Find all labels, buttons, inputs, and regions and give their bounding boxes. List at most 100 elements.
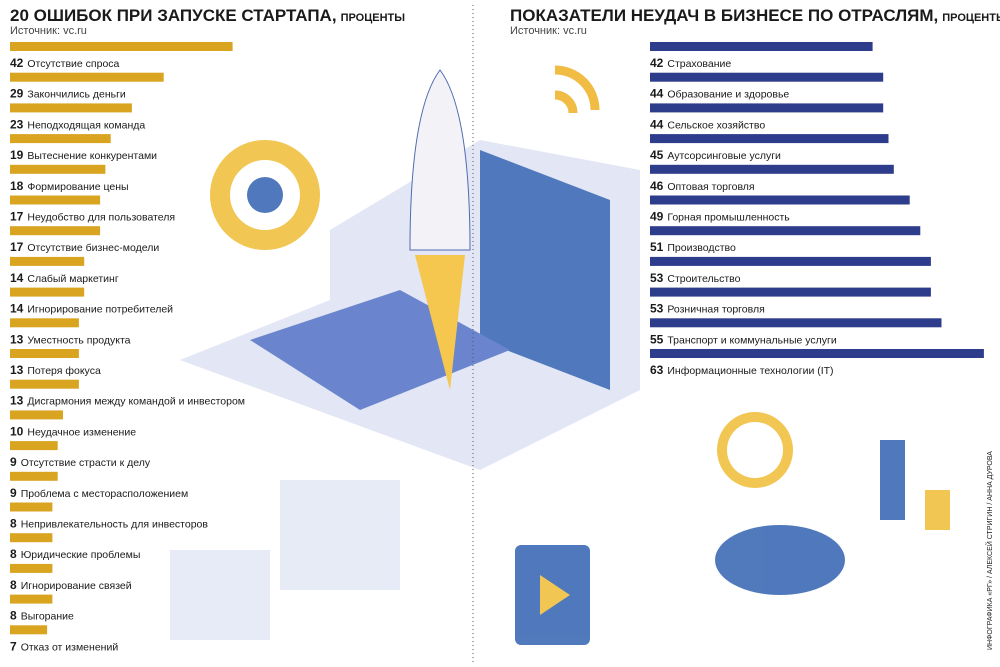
bar [650,164,894,174]
category-label: Отсутствие страсти к делу [21,457,151,469]
play-icon [540,575,570,615]
bar [10,410,63,420]
bar [10,256,85,266]
bar-label: 10 Неудачное изменение [10,424,136,438]
value-label: 7 [10,639,17,653]
stopwatch-face [727,422,783,478]
value-label: 19 [10,148,24,162]
bar [650,349,984,358]
bar-label: 19 Вытеснение конкурентами [10,148,157,162]
value-label: 14 [10,302,24,316]
bar-label: 8 Выгорание [10,609,74,623]
category-label: Горная промышленность [667,212,790,224]
category-label: Формирование цены [27,181,128,193]
wifi-icon [554,65,600,111]
category-label: Проблема с месторасположением [21,488,189,500]
category-label: Юридические проблемы [21,549,141,561]
bar-label: 44 Образование и здоровье [650,87,789,101]
bar [650,134,889,144]
value-label: 42 [10,56,24,70]
value-label: 53 [650,302,664,316]
bar-label: 8 Юридические проблемы [10,547,140,561]
bar-label: 46 Оптовая торговля [650,179,755,193]
credit: ИНФОГРАФИКА «РГ» / АЛЕКСЕЙ СТРИГИН / АНН… [985,451,994,650]
wifi-icon [554,90,578,114]
value-label: 45 [650,148,664,162]
bar [10,563,53,573]
value-label: 8 [10,547,17,561]
value-label: 14 [10,271,24,285]
category-label: Строительство [667,273,740,285]
category-label: Игнорирование связей [21,580,132,592]
rocket [409,69,471,251]
category-label: Оптовая торговля [667,181,754,193]
category-label: Образование и здоровье [667,89,789,101]
value-label: 9 [10,486,17,500]
bar-illustration [925,490,950,530]
bar [650,103,884,113]
category-label: Закончились деньги [27,89,126,101]
bar-label: 13 Потеря фокуса [10,363,101,377]
bar [10,287,85,297]
value-label: 63 [650,363,664,377]
bar-label: 63 Информационные технологии (IT) [650,363,834,377]
value-label: 13 [10,363,24,377]
bar [650,256,931,266]
category-label: Транспорт и коммунальные услуги [667,334,836,346]
subtitle: ПРОЦЕНТЫ [341,12,406,24]
bar-label: 17 Неудобство для пользователя [10,210,175,224]
category-label: Аутсорсинговые услуги [667,150,781,162]
bar-label: 14 Игнорирование потребителей [10,302,173,316]
source: Источник: vc.ru [10,25,87,37]
bar [10,594,53,604]
bar-label: 53 Розничная торговля [650,302,765,316]
value-label: 51 [650,240,664,254]
bar-label: 42 Страхование [650,56,731,70]
value-label: 29 [10,87,24,101]
bar-label: 49 Горная промышленность [650,210,790,224]
category-label: Неподходящая команда [27,119,145,131]
category-label: Вытеснение конкурентами [27,150,157,162]
value-label: 53 [650,271,664,285]
bar-label: 44 Сельское хозяйство [650,117,765,131]
bar [10,349,79,358]
subtitle: ПРОЦЕНТЫ [942,12,1000,24]
bar [10,226,101,236]
value-label: 13 [10,332,24,346]
title-text: 20 ОШИБОК ПРИ ЗАПУСКЕ СТАРТАПА, [10,6,337,25]
bar [650,318,942,328]
title-text: ПОКАЗАТЕЛИ НЕУДАЧ В БИЗНЕСЕ ПО ОТРАСЛЯМ, [510,6,938,25]
bar [10,134,111,144]
chart-title: ПОКАЗАТЕЛИ НЕУДАЧ В БИЗНЕСЕ ПО ОТРАСЛЯМ,… [510,6,1000,25]
bar-label: 8 Игнорирование связей [10,578,132,592]
bar [650,287,931,297]
bar [10,103,132,113]
bar [10,195,101,205]
category-label: Неудобство для пользователя [27,212,175,224]
bar [10,72,164,82]
category-label: Страхование [667,58,731,70]
value-label: 23 [10,117,24,131]
category-label: Уместность продукта [27,334,130,346]
pie-illustration [715,525,845,595]
bar-label: 9 Отсутствие страсти к делу [10,455,151,469]
bar-label: 8 Непривлекательность для инвесторов [10,517,208,531]
category-label: Выгорание [21,611,74,623]
category-label: Отказ от изменений [21,641,119,653]
bar [10,379,79,389]
bar-illustration [880,440,905,520]
bar-label: 14 Слабый маркетинг [10,271,119,285]
bar-label: 23 Неподходящая команда [10,117,145,131]
value-label: 17 [10,210,24,224]
target-center [247,177,283,213]
bar [10,533,53,543]
source: Источник: vc.ru [510,25,587,37]
value-label: 8 [10,578,17,592]
bar-label: 9 Проблема с месторасположением [10,486,188,500]
value-label: 44 [650,117,664,131]
category-label: Отсутствие спроса [27,58,119,70]
bar [10,42,233,51]
category-label: Производство [667,242,736,254]
bar-label: 29 Закончились деньги [10,87,126,101]
value-label: 8 [10,517,17,531]
